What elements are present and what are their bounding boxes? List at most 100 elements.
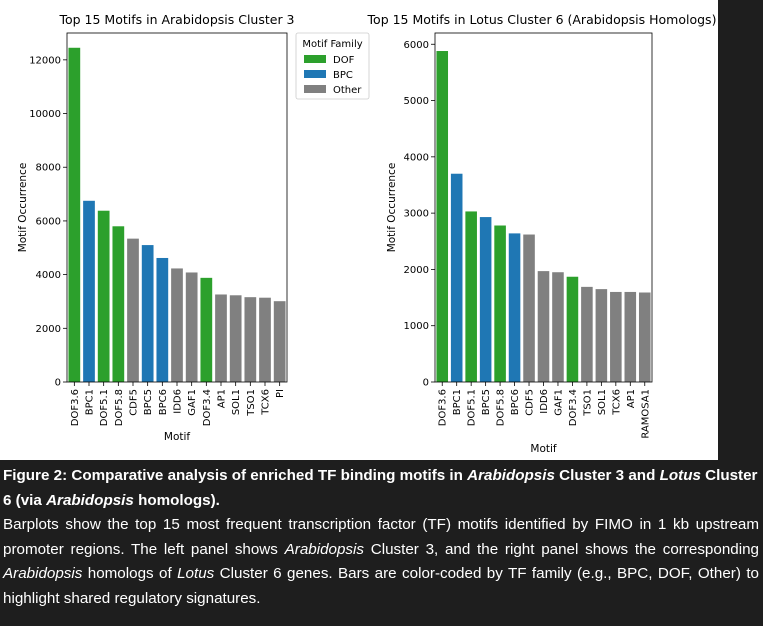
bar-tcx6	[610, 291, 622, 382]
y-tick-label: 3000	[404, 209, 429, 220]
caption-body-run: homologs of	[82, 565, 178, 582]
y-axis-label: Motif Occurrence	[386, 163, 398, 253]
caption-title-run: Figure 2: Comparative analysis of enrich…	[3, 467, 468, 484]
caption-body-run: Cluster 3, and the right panel shows the…	[363, 540, 759, 558]
legend-label-other: Other	[333, 85, 362, 96]
x-tick-label: RAMOSA1	[640, 389, 651, 439]
x-tick-label: TCX6	[261, 389, 272, 416]
bar-cdf5	[127, 238, 139, 382]
x-tick-label: DOF5.8	[496, 389, 507, 426]
caption-body-run: Cluster 6 genes. Bars are color-coded by…	[3, 565, 759, 607]
bar-dof5-1	[465, 211, 477, 382]
x-tick-label: IDD6	[539, 389, 550, 414]
bar-bpc1	[83, 200, 95, 382]
caption-body-run: Arabidopsis	[284, 540, 364, 558]
legend: Motif Family DOF BPC Other	[295, 32, 370, 100]
bar-sol1	[229, 295, 242, 382]
y-tick-label: 0	[423, 378, 429, 389]
caption-body-run: Barplots show the top 15 most frequent t…	[3, 516, 759, 558]
y-tick-label: 12000	[29, 55, 61, 66]
x-tick-label: BPC5	[481, 389, 492, 415]
y-tick-label: 5000	[404, 96, 429, 107]
bar-bpc5	[479, 217, 492, 382]
y-tick-label: 1000	[404, 321, 429, 332]
x-tick-label: BPC6	[158, 389, 169, 415]
x-tick-label: BPC1	[452, 389, 463, 415]
x-tick-label: DOF3.6	[70, 389, 81, 426]
bar-dof5-8	[112, 226, 125, 382]
chart-figure: Top 15 Motifs in Arabidopsis Cluster 3 0 2…	[17, 12, 717, 455]
x-tick-label: CDF5	[129, 389, 140, 416]
bar-gaf1	[185, 272, 198, 382]
x-tick-label: DOF5.8	[114, 389, 125, 426]
figure-caption: Figure 2: Comparative analysis of enrich…	[3, 464, 759, 611]
bar-pi	[273, 301, 286, 382]
chart-title: Top 15 Motifs in Arabidopsis Cluster 3	[58, 12, 294, 27]
x-tick-label: BPC6	[510, 389, 521, 415]
x-tick-label: SOL1	[597, 389, 608, 415]
x-tick-label: BPC5	[143, 389, 154, 415]
x-tick-label: DOF5.1	[99, 389, 110, 426]
y-tick-label: 6000	[36, 216, 61, 227]
x-tick-label: TCX6	[611, 389, 622, 416]
x-tick-label: SOL1	[231, 389, 242, 415]
legend-title: Motif Family	[302, 39, 362, 50]
x-tick-label: BPC1	[85, 389, 96, 415]
caption-title-run: Lotus	[659, 467, 701, 484]
y-tick-label: 6000	[404, 40, 429, 51]
y-tick-label: 2000	[36, 324, 61, 335]
x-tick-label: GAF1	[553, 389, 564, 416]
caption-body-run: Lotus	[177, 565, 215, 582]
y-tick-label: 4000	[404, 152, 429, 163]
legend-swatch-bpc	[304, 70, 326, 78]
x-tick-label: PI	[275, 389, 286, 398]
y-tick-label: 0	[55, 378, 61, 389]
x-tick-label: DOF3.4	[202, 389, 213, 426]
bar-bpc5	[141, 245, 154, 382]
caption-title-run: homologs).	[133, 491, 220, 509]
x-axis-label: Motif	[164, 431, 191, 443]
bar-ap1	[624, 291, 637, 382]
x-tick-label: GAF1	[187, 389, 198, 416]
y-tick-label: 8000	[36, 163, 61, 174]
chart-title: Top 15 Motifs in Lotus Cluster 6 (Arabid…	[367, 12, 717, 27]
bar-bpc6	[508, 233, 521, 382]
y-tick-label: 4000	[36, 270, 61, 281]
x-tick-label: AP1	[217, 389, 228, 408]
legend-box	[295, 32, 370, 100]
bar-dof3-4	[566, 276, 579, 382]
bar-bpc6	[156, 257, 169, 382]
caption-title-run: Cluster 6 (via	[3, 467, 758, 509]
bar-tcx6	[259, 297, 271, 382]
bar-cdf5	[523, 234, 535, 382]
legend-swatch-dof	[304, 55, 326, 63]
x-tick-label: TSO1	[246, 389, 257, 417]
y-tick-label: 10000	[29, 109, 61, 120]
bar-ap1	[215, 294, 227, 382]
caption-title-run: Cluster 3 and	[554, 467, 660, 484]
x-tick-label: IDD6	[173, 389, 184, 414]
bar-sol1	[595, 289, 608, 382]
caption-body: Barplots show the top 15 most frequent t…	[3, 513, 759, 611]
y-tick-label: 2000	[404, 265, 429, 276]
x-tick-label: TSO1	[582, 389, 593, 417]
caption-title-run: Arabidopsis	[467, 467, 555, 484]
bar-dof5-1	[97, 210, 110, 382]
legend-swatch-other	[304, 85, 326, 93]
figure-panel: Top 15 Motifs in Arabidopsis Cluster 3 0 2…	[0, 0, 718, 460]
bar-idd6	[171, 268, 183, 382]
y-axis-label: Motif Occurrence	[17, 163, 29, 253]
caption-title-run: Arabidopsis	[46, 491, 134, 509]
bar-dof3-4	[200, 277, 213, 382]
bar-dof5-8	[494, 225, 506, 382]
legend-label-bpc: BPC	[333, 70, 353, 81]
x-axis-label: Motif	[530, 443, 557, 455]
caption-title: Figure 2: Comparative analysis of enrich…	[3, 464, 759, 513]
chart-1: Top 15 Motifs in Arabidopsis Cluster 3 0 2…	[17, 12, 370, 443]
legend-label-dof: DOF	[333, 55, 355, 66]
caption-body-run: Arabidopsis	[3, 565, 83, 582]
bar-dof3-6	[68, 47, 81, 383]
x-tick-label: AP1	[626, 389, 637, 408]
x-tick-label: DOF3.4	[568, 389, 579, 426]
x-tick-label: DOF5.1	[467, 389, 478, 426]
